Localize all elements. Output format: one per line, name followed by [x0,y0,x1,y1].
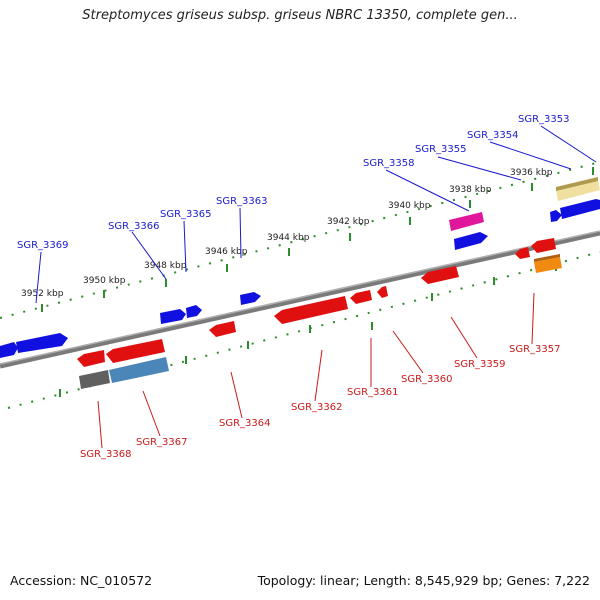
gene-arrow-reverse[interactable] [209,321,236,337]
gene-arrow-reverse[interactable] [531,238,556,253]
bottom-strand-genes [77,238,562,389]
gene-box-steelblue[interactable] [109,357,169,383]
kbp-label: 3942 kbp [327,217,370,227]
gene-label-bottom[interactable]: SGR_3367 [136,437,188,448]
gene-label-bottom[interactable]: SGR_3359 [454,359,506,370]
gene-arrow-forward[interactable] [0,342,18,358]
gene-label-top[interactable]: SGR_3355 [415,144,467,155]
top-label-leaders [35,125,597,304]
top-strand-genes [0,177,600,358]
genome-summary-text: Topology: linear; Length: 8,545,929 bp; … [257,573,590,588]
gene-box-orange[interactable] [534,257,562,273]
gene-box-khaki[interactable] [556,180,600,201]
gene-arrow-forward[interactable] [454,232,488,250]
gene-label-bottom[interactable]: SGR_3362 [291,402,343,413]
gene-arrow-reverse[interactable] [377,286,388,298]
gene-box-magenta[interactable] [449,212,484,231]
gene-box-khaki-edge [556,177,598,191]
gene-arrow-forward[interactable] [186,305,202,318]
kbp-label: 3938 kbp [449,185,492,195]
kbp-label: 3946 kbp [205,247,248,257]
gene-label-top[interactable]: SGR_3369 [17,240,69,251]
gene-label-bottom[interactable]: SGR_3368 [80,449,132,460]
gene-arrow-forward[interactable] [16,333,68,353]
kbp-label: 3940 kbp [388,201,431,211]
kbp-label: 3948 kbp [144,261,187,271]
gene-label-bottom[interactable]: SGR_3364 [219,418,271,429]
gene-box-gray[interactable] [79,370,110,389]
chromosome-backbone-highlight [0,230,600,365]
gene-label-top[interactable]: SGR_3358 [363,158,415,169]
top-ruler-major-ticks [41,167,594,312]
genome-title: Streptomyces griseus subsp. griseus NBRC… [82,8,518,23]
gene-label-top[interactable]: SGR_3363 [216,196,268,207]
chromosome-backbone [0,230,600,369]
gene-arrow-reverse[interactable] [77,350,105,367]
gene-arrow-reverse[interactable] [274,296,348,324]
top-ruler [0,161,600,319]
gene-box-orange-edge [534,254,560,262]
gene-arrow-reverse[interactable] [421,266,459,284]
accession-text: Accession: NC_010572 [10,573,153,588]
gene-arrow-forward[interactable] [240,292,261,305]
gene-label-bottom[interactable]: SGR_3361 [347,387,399,398]
gene-arrow-reverse[interactable] [350,290,372,304]
kbp-label: 3936 kbp [510,168,553,178]
gene-arrow-forward[interactable] [160,309,186,324]
gene-label-top[interactable]: SGR_3365 [160,209,212,220]
kbp-label: 3950 kbp [83,276,126,286]
gene-label-bottom[interactable]: SGR_3360 [401,374,453,385]
gene-arrow-forward[interactable] [560,199,600,219]
kbp-label: 3952 kbp [21,289,64,299]
gene-label-bottom[interactable]: SGR_3357 [509,344,561,355]
bottom-label-leaders [97,292,535,449]
gene-arrow-reverse[interactable] [515,247,530,259]
gene-arrow-forward[interactable] [550,210,562,222]
gene-label-top[interactable]: SGR_3366 [108,221,160,232]
gene-label-top[interactable]: SGR_3353 [518,114,570,125]
gene-arrow-reverse[interactable] [106,339,165,363]
gene-label-top[interactable]: SGR_3354 [467,130,519,141]
kbp-label: 3944 kbp [267,233,310,243]
